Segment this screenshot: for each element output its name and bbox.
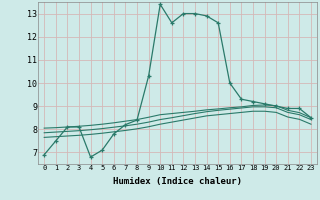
X-axis label: Humidex (Indice chaleur): Humidex (Indice chaleur) — [113, 177, 242, 186]
